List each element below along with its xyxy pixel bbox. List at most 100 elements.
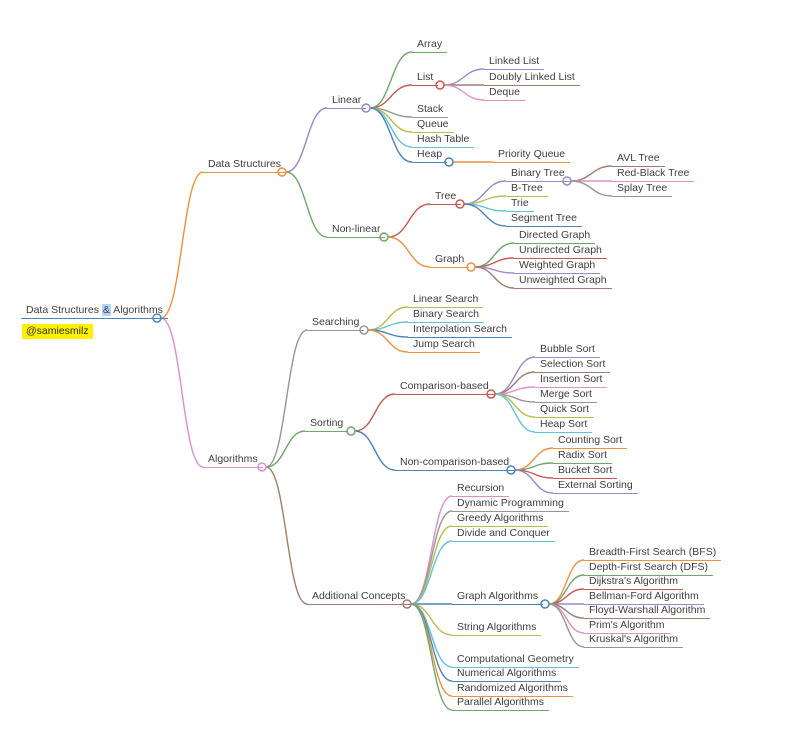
node-bucket-sort: Bucket Sort [553,464,618,479]
node-floyd-warshall: Floyd-Warshall Algorithm [584,604,711,619]
node-stack: Stack [412,103,449,118]
link-graph [387,236,431,268]
node-bfs: Breadth-First Search (BFS) [584,546,722,561]
node-searching: Searching [307,316,365,331]
node-numerical-algorithms: Numerical Algorithms [452,667,562,682]
node-dynamic-programming: Dynamic Programming [452,497,569,512]
root-title-suffix: Algorithms [110,304,163,316]
node-radix-sort: Radix Sort [553,449,613,464]
node-linear-search: Linear Search [408,293,484,308]
link-hash-table [369,107,413,148]
link-dynamic-programming [410,510,453,605]
node-directed-graph: Directed Graph [514,229,596,244]
node-insertion-sort: Insertion Sort [535,373,608,388]
node-bubble-sort: Bubble Sort [535,343,600,358]
link-external-sorting [514,469,554,494]
node-non-comparison-based: Non-comparison-based [395,456,515,471]
link-comparison-based [354,393,396,432]
node-non-linear: Non-linear [327,223,386,238]
link-non-linear [285,171,328,238]
link-kruskal [548,603,585,648]
link-avl-tree [570,165,613,182]
node-array: Array [412,38,448,53]
link-parallel-algorithms [410,603,453,711]
node-additional-concepts: Additional Concepts [307,590,411,605]
node-avl-tree: AVL Tree [612,152,665,167]
node-computational-geometry: Computational Geometry [452,653,579,668]
node-priority-queue: Priority Queue [493,148,571,163]
node-string-algorithms: String Algorithms [452,621,542,636]
node-hash-table: Hash Table [412,133,475,148]
node-bellman-ford: Bellman-Ford Algorithm [584,590,704,605]
node-counting-sort: Counting Sort [553,434,628,449]
link-unweighted-graph [474,266,515,289]
link-directed-graph [474,242,515,268]
node-merge-sort: Merge Sort [535,388,597,403]
link-bubble-sort [494,356,536,395]
link-data-structures [160,171,204,319]
link-segment-tree [463,203,507,227]
link-divide-and-conquer [410,540,453,605]
link-non-comparison-based [354,430,396,471]
root-title-highlight: & [101,304,111,316]
link-greedy-algorithms [410,525,453,605]
link-jump-search [367,329,409,353]
node-graph: Graph [430,253,470,268]
link-numerical-algorithms [410,603,453,682]
node-weighted-graph: Weighted Graph [514,259,601,274]
link-heap-sort [494,393,536,433]
link-randomized-algorithms [410,603,453,697]
node-queue: Queue [412,118,454,133]
author-handle: @samiesmilz [22,324,93,339]
node-greedy-algorithms: Greedy Algorithms [452,512,549,527]
link-tree [387,203,431,238]
link-recursion [410,495,453,605]
node-binary-tree: Binary Tree [506,167,570,182]
node-binary-search: Binary Search [408,308,484,323]
node-deque: Deque [484,86,525,101]
node-external-sorting: External Sorting [553,479,638,494]
link-deque [443,84,485,101]
node-randomized-algorithms: Randomized Algorithms [452,682,573,697]
node-comparison-based: Comparison-based [395,380,494,395]
link-heap [369,107,413,163]
link-linear [285,107,328,173]
node-quick-sort: Quick Sort [535,403,595,418]
node-red-black-tree: Red-Black Tree [612,167,695,182]
link-additional-concepts [265,466,308,605]
node-segment-tree: Segment Tree [506,212,582,227]
node-recursion: Recursion [452,482,510,497]
node-jump-search: Jump Search [408,338,480,353]
node-undirected-graph: Undirected Graph [514,244,607,259]
node-heap: Heap [412,148,448,163]
node-root: Data Structures & Algorithms [21,304,168,319]
node-list: List [412,71,439,86]
node-parallel-algorithms: Parallel Algorithms [452,696,549,711]
link-splay-tree [570,180,613,197]
node-graph-algorithms: Graph Algorithms [452,590,544,605]
node-kruskal: Kruskal's Algorithm [584,633,683,648]
link-list [369,84,413,109]
node-linear: Linear [327,94,367,109]
node-dfs: Depth-First Search (DFS) [584,561,714,576]
node-b-tree: B-Tree [506,182,548,197]
node-dijkstra: Dijkstra's Algorithm [584,575,683,590]
link-searching [265,329,308,468]
node-divide-and-conquer: Divide and Conquer [452,527,555,542]
node-data-structures: Data Structures [203,158,286,173]
node-trie: Trie [506,197,534,212]
node-tree: Tree [430,190,462,205]
link-prim [548,603,585,634]
link-array [369,51,413,109]
link-linked-list [443,68,485,86]
link-algorithms [160,317,204,468]
node-doubly-linked-list: Doubly Linked List [484,71,580,86]
node-interpolation-search: Interpolation Search [408,323,512,338]
node-linked-list: Linked List [484,55,545,70]
node-selection-sort: Selection Sort [535,358,611,373]
node-prim: Prim's Algorithm [584,619,670,634]
node-unweighted-graph: Unweighted Graph [514,274,612,289]
link-sorting [265,430,306,468]
